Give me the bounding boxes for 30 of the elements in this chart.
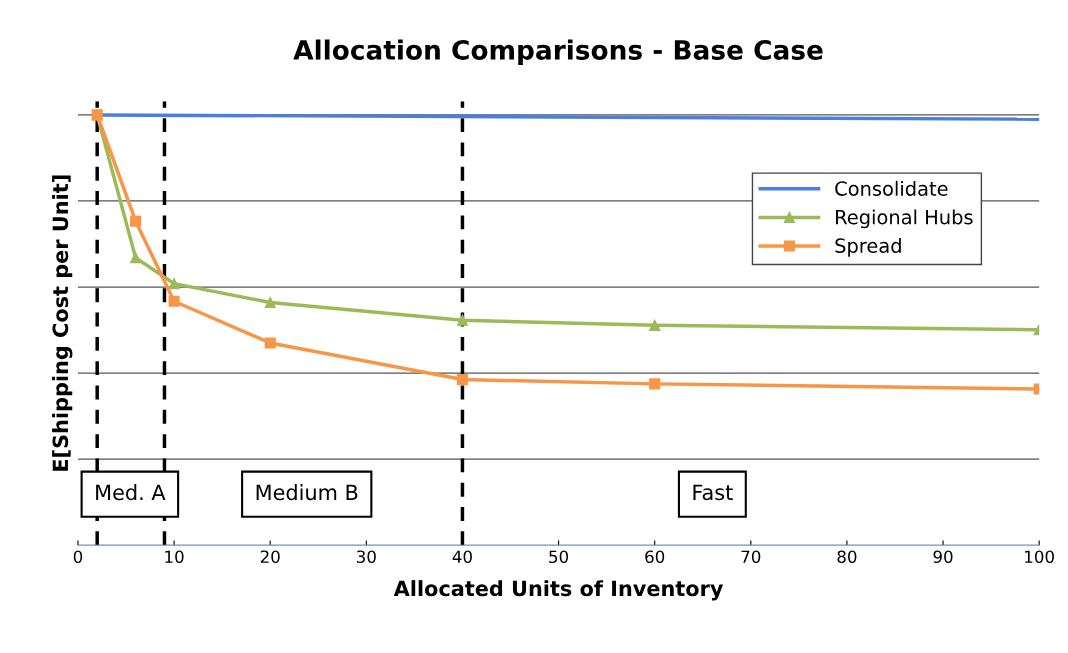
x-tick-label: 60	[645, 550, 665, 564]
point	[168, 278, 180, 290]
y-axis-title: E[Shipping Cost per Unit]	[52, 175, 73, 471]
x-tick-label: 0	[73, 550, 83, 564]
point	[130, 215, 142, 227]
point	[456, 374, 469, 386]
annotation: Med. A	[96, 484, 166, 501]
x-axis-title: Allocated Units of Inventory	[393, 580, 724, 601]
x-tick-label: 30	[356, 550, 376, 564]
x-tick-label: 40	[452, 550, 472, 564]
x-tick-label: 100	[1025, 550, 1054, 564]
x-tick-label: 20	[260, 550, 280, 564]
point	[456, 314, 469, 326]
x-tick-label: 80	[837, 550, 857, 564]
x-tick-label: 10	[165, 550, 184, 564]
legend-label: Consolidate	[835, 180, 948, 196]
point	[649, 378, 661, 390]
point	[168, 295, 180, 307]
point	[264, 296, 276, 309]
legend-label: Spread	[835, 237, 901, 257]
x-tick-label: 70	[741, 550, 761, 564]
annotation: Medium B	[256, 484, 358, 501]
point	[130, 252, 142, 264]
chart-title: Allocation Comparisons - Base Case	[293, 39, 823, 66]
annotation: Fast	[693, 484, 733, 501]
x-tick-label: 50	[549, 550, 569, 564]
legend-label: Regional Hubs	[836, 209, 973, 229]
x-tick-label: 90	[933, 550, 953, 564]
point	[649, 319, 661, 331]
point	[264, 337, 276, 349]
